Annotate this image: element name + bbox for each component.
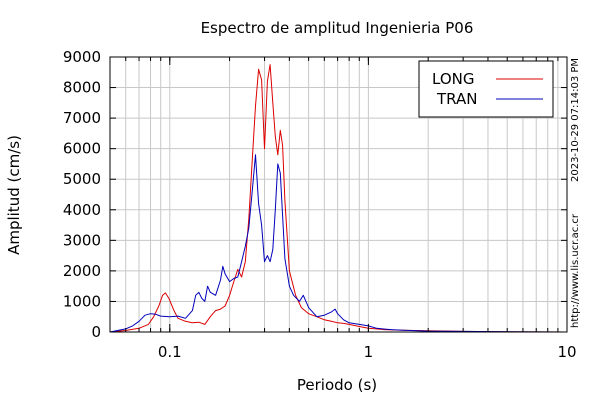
legend-label-long: LONG	[432, 70, 474, 88]
legend: LONG TRAN	[418, 60, 554, 118]
legend-box	[418, 60, 554, 118]
y-tick-label: 0	[91, 323, 101, 341]
y-tick-label: 8000	[63, 79, 101, 97]
series-line-long	[109, 64, 568, 333]
y-tick-label: 6000	[63, 140, 101, 158]
y-tick-label: 5000	[63, 170, 101, 188]
timestamp-label: 2023-10-29 07:14:03 PM	[570, 58, 581, 182]
y-axis-label: Amplitud (cm/s)	[5, 135, 23, 255]
series-line-tran	[109, 154, 568, 333]
plot-frame	[109, 56, 568, 333]
source-url-label: http://www.lis.ucr.ac.cr	[570, 213, 581, 328]
y-tick-label: 2000	[63, 262, 101, 280]
y-tick-label: 7000	[63, 109, 101, 127]
y-tick-label: 9000	[63, 48, 101, 66]
x-axis-label: Periodo (s)	[297, 376, 377, 394]
y-tick-label: 3000	[63, 231, 101, 249]
y-tick-label: 4000	[63, 201, 101, 219]
x-tick-label: 10	[557, 343, 576, 361]
chart-title: Espectro de amplitud Ingenieria P06	[201, 19, 474, 37]
legend-label-tran: TRAN	[436, 90, 477, 108]
series-layer	[109, 64, 568, 333]
tick-layer: 0.1 1 10 0 1000 2000 3000 4000 5000 6000 7000 8000 9…	[63, 48, 577, 361]
x-tick-label: 0.1	[158, 343, 182, 361]
y-tick-label: 1000	[63, 292, 101, 310]
x-tick-label: 1	[364, 343, 374, 361]
